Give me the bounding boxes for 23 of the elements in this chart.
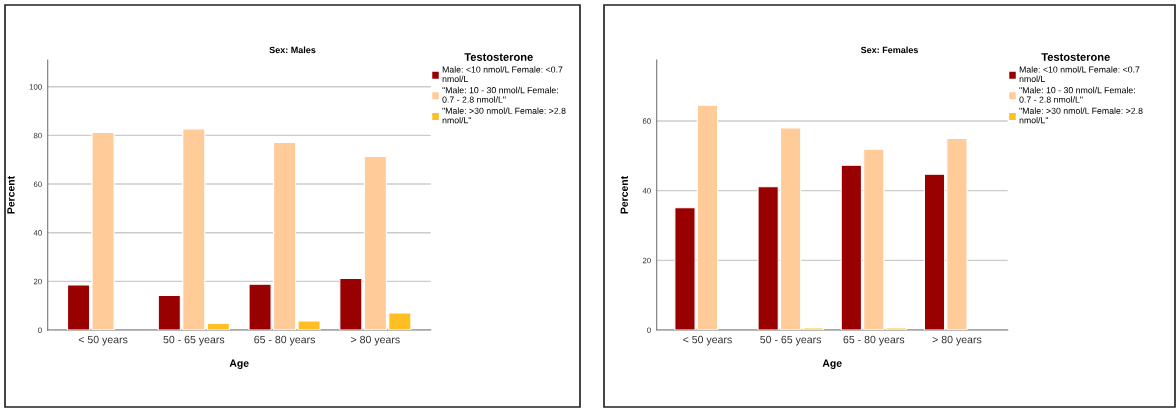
legend-label: "Male: >30 nmol/L Female: >2.8 nmol/L" bbox=[442, 107, 566, 124]
x-tick-label: 65 - 80 years bbox=[254, 335, 315, 346]
x-axis-title: Age bbox=[822, 359, 842, 369]
legend-title: Testosterone bbox=[464, 53, 533, 61]
y-axis-title: Percent bbox=[7, 176, 15, 214]
x-tick-label: 65 - 80 years bbox=[843, 335, 905, 346]
chart-title: Sex: Females bbox=[860, 46, 918, 54]
x-tick-label: 50 - 65 years bbox=[163, 335, 225, 346]
y-axis-title: Percent bbox=[620, 176, 628, 214]
x-tick-label: > 80 years bbox=[932, 335, 982, 346]
legend-label: "Male: >30 nmol/L Female: >2.8 nmol/L" bbox=[1019, 107, 1143, 124]
x-axis-title: Age bbox=[229, 359, 249, 369]
x-tick-label: < 50 years bbox=[683, 335, 732, 346]
chart-title: Sex: Males bbox=[269, 46, 316, 54]
bar bbox=[206, 322, 230, 330]
legend-label: Male: <10 nmol/L Female: <0.7 nmol/L bbox=[1019, 66, 1140, 83]
x-tick-label: > 80 years bbox=[351, 335, 400, 346]
x-tick-label: < 50 years bbox=[78, 335, 128, 346]
legend-label: Male: <10 nmol/L Female: <0.7 nmol/L bbox=[442, 66, 563, 83]
legend-title: Testosterone bbox=[1041, 53, 1110, 61]
x-tick-label: 50 - 65 years bbox=[760, 335, 822, 346]
legend-label: "Male: 10 - 30 nmol/L Female: 0.7 - 2.8 nmol/L" bbox=[442, 86, 558, 103]
legend-label: "Male: 10 - 30 nmol/L Female: 0.7 - 2.8 nmol/L" bbox=[1019, 86, 1135, 103]
